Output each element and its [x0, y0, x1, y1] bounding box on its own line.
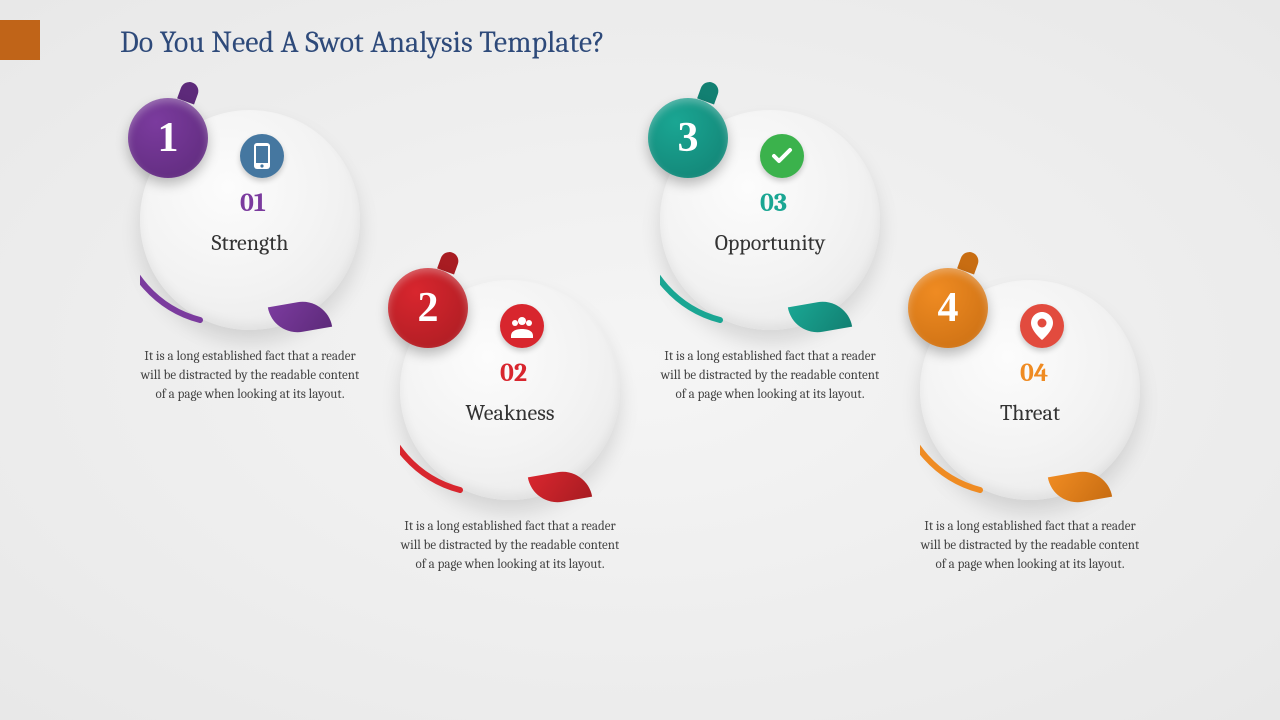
card-description: It is a long established fact that a rea…: [400, 518, 620, 575]
pin-icon: [1020, 304, 1064, 348]
small-number: 04: [1020, 358, 1048, 388]
card-disc: 303Opportunity: [660, 110, 880, 330]
phone-icon: [240, 134, 284, 178]
number-badge: 3: [648, 98, 728, 178]
card-leaf: [528, 467, 592, 507]
card-label: Weakness: [400, 400, 620, 426]
number-badge: 1: [128, 98, 208, 178]
card-description: It is a long established fact that a rea…: [140, 348, 360, 405]
group-icon: [500, 304, 544, 348]
small-number: 02: [500, 358, 527, 388]
card-leaf: [788, 297, 852, 337]
card-label: Opportunity: [660, 230, 880, 256]
card-disc: 202Weakness: [400, 280, 620, 500]
number-badge: 4: [908, 268, 988, 348]
card-leaf: [1048, 467, 1112, 507]
card-label: Threat: [920, 400, 1140, 426]
small-number: 01: [240, 188, 266, 218]
card-disc: 404Threat: [920, 280, 1140, 500]
small-number: 03: [760, 188, 787, 218]
accent-bar: [0, 20, 40, 60]
card-disc: 101Strength: [140, 110, 360, 330]
card-description: It is a long established fact that a rea…: [920, 518, 1140, 575]
page-title: Do You Need A Swot Analysis Template?: [120, 25, 605, 60]
swot-card-threat: 404ThreatIt is a long established fact t…: [920, 280, 1160, 575]
swot-card-strength: 101StrengthIt is a long established fact…: [140, 110, 380, 405]
card-leaf: [268, 297, 332, 337]
card-description: It is a long established fact that a rea…: [660, 348, 880, 405]
swot-card-weakness: 202WeaknessIt is a long established fact…: [400, 280, 640, 575]
card-label: Strength: [140, 230, 360, 256]
swot-card-opportunity: 303OpportunityIt is a long established f…: [660, 110, 900, 405]
check-icon: [760, 134, 804, 178]
number-badge: 2: [388, 268, 468, 348]
